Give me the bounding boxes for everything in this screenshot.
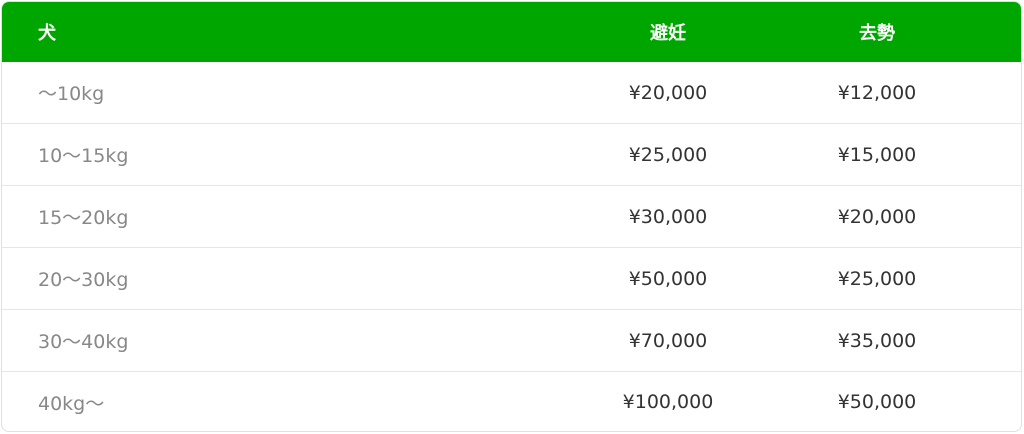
table-row: 30～40kg ¥70,000 ¥35,000 xyxy=(2,310,1021,372)
table-row: 10～15kg ¥25,000 ¥15,000 xyxy=(2,124,1021,186)
table-cell: ¥100,000 xyxy=(622,391,714,413)
table-cell: 20～30kg xyxy=(38,269,129,291)
table-cell: ¥25,000 xyxy=(628,143,708,166)
header-cell: 去勢 xyxy=(859,23,895,44)
header-cell: 犬 xyxy=(38,23,56,44)
table-cell: 30～40kg xyxy=(38,331,129,353)
table-row: ～10kg ¥20,000 ¥12,000 xyxy=(2,62,1021,124)
header-row: 犬 避妊 去勢 xyxy=(2,2,1021,62)
table-cell: ¥50,000 xyxy=(628,267,708,290)
table-cell: ¥35,000 xyxy=(837,329,917,352)
table-row: 15～20kg ¥30,000 ¥20,000 xyxy=(2,186,1021,248)
table-row: 20～30kg ¥50,000 ¥25,000 xyxy=(2,248,1021,310)
header-cell: 避妊 xyxy=(650,23,686,44)
table-cell: ¥12,000 xyxy=(837,81,917,104)
table-cell: ¥50,000 xyxy=(837,391,917,413)
table-cell: 15～20kg xyxy=(38,207,129,229)
table-cell: ¥30,000 xyxy=(628,205,708,228)
table-row: 40kg～ ¥100,000 ¥50,000 xyxy=(2,372,1021,431)
table-cell: ～10kg xyxy=(38,83,105,105)
table-cell: ¥70,000 xyxy=(628,329,708,352)
table-cell: 40kg～ xyxy=(38,392,105,415)
table-cell: ¥20,000 xyxy=(628,81,708,104)
table-cell: ¥20,000 xyxy=(837,205,917,228)
table-cell: 10～15kg xyxy=(38,145,129,167)
table-cell: ¥15,000 xyxy=(837,143,917,166)
table-cell: ¥25,000 xyxy=(837,267,917,290)
